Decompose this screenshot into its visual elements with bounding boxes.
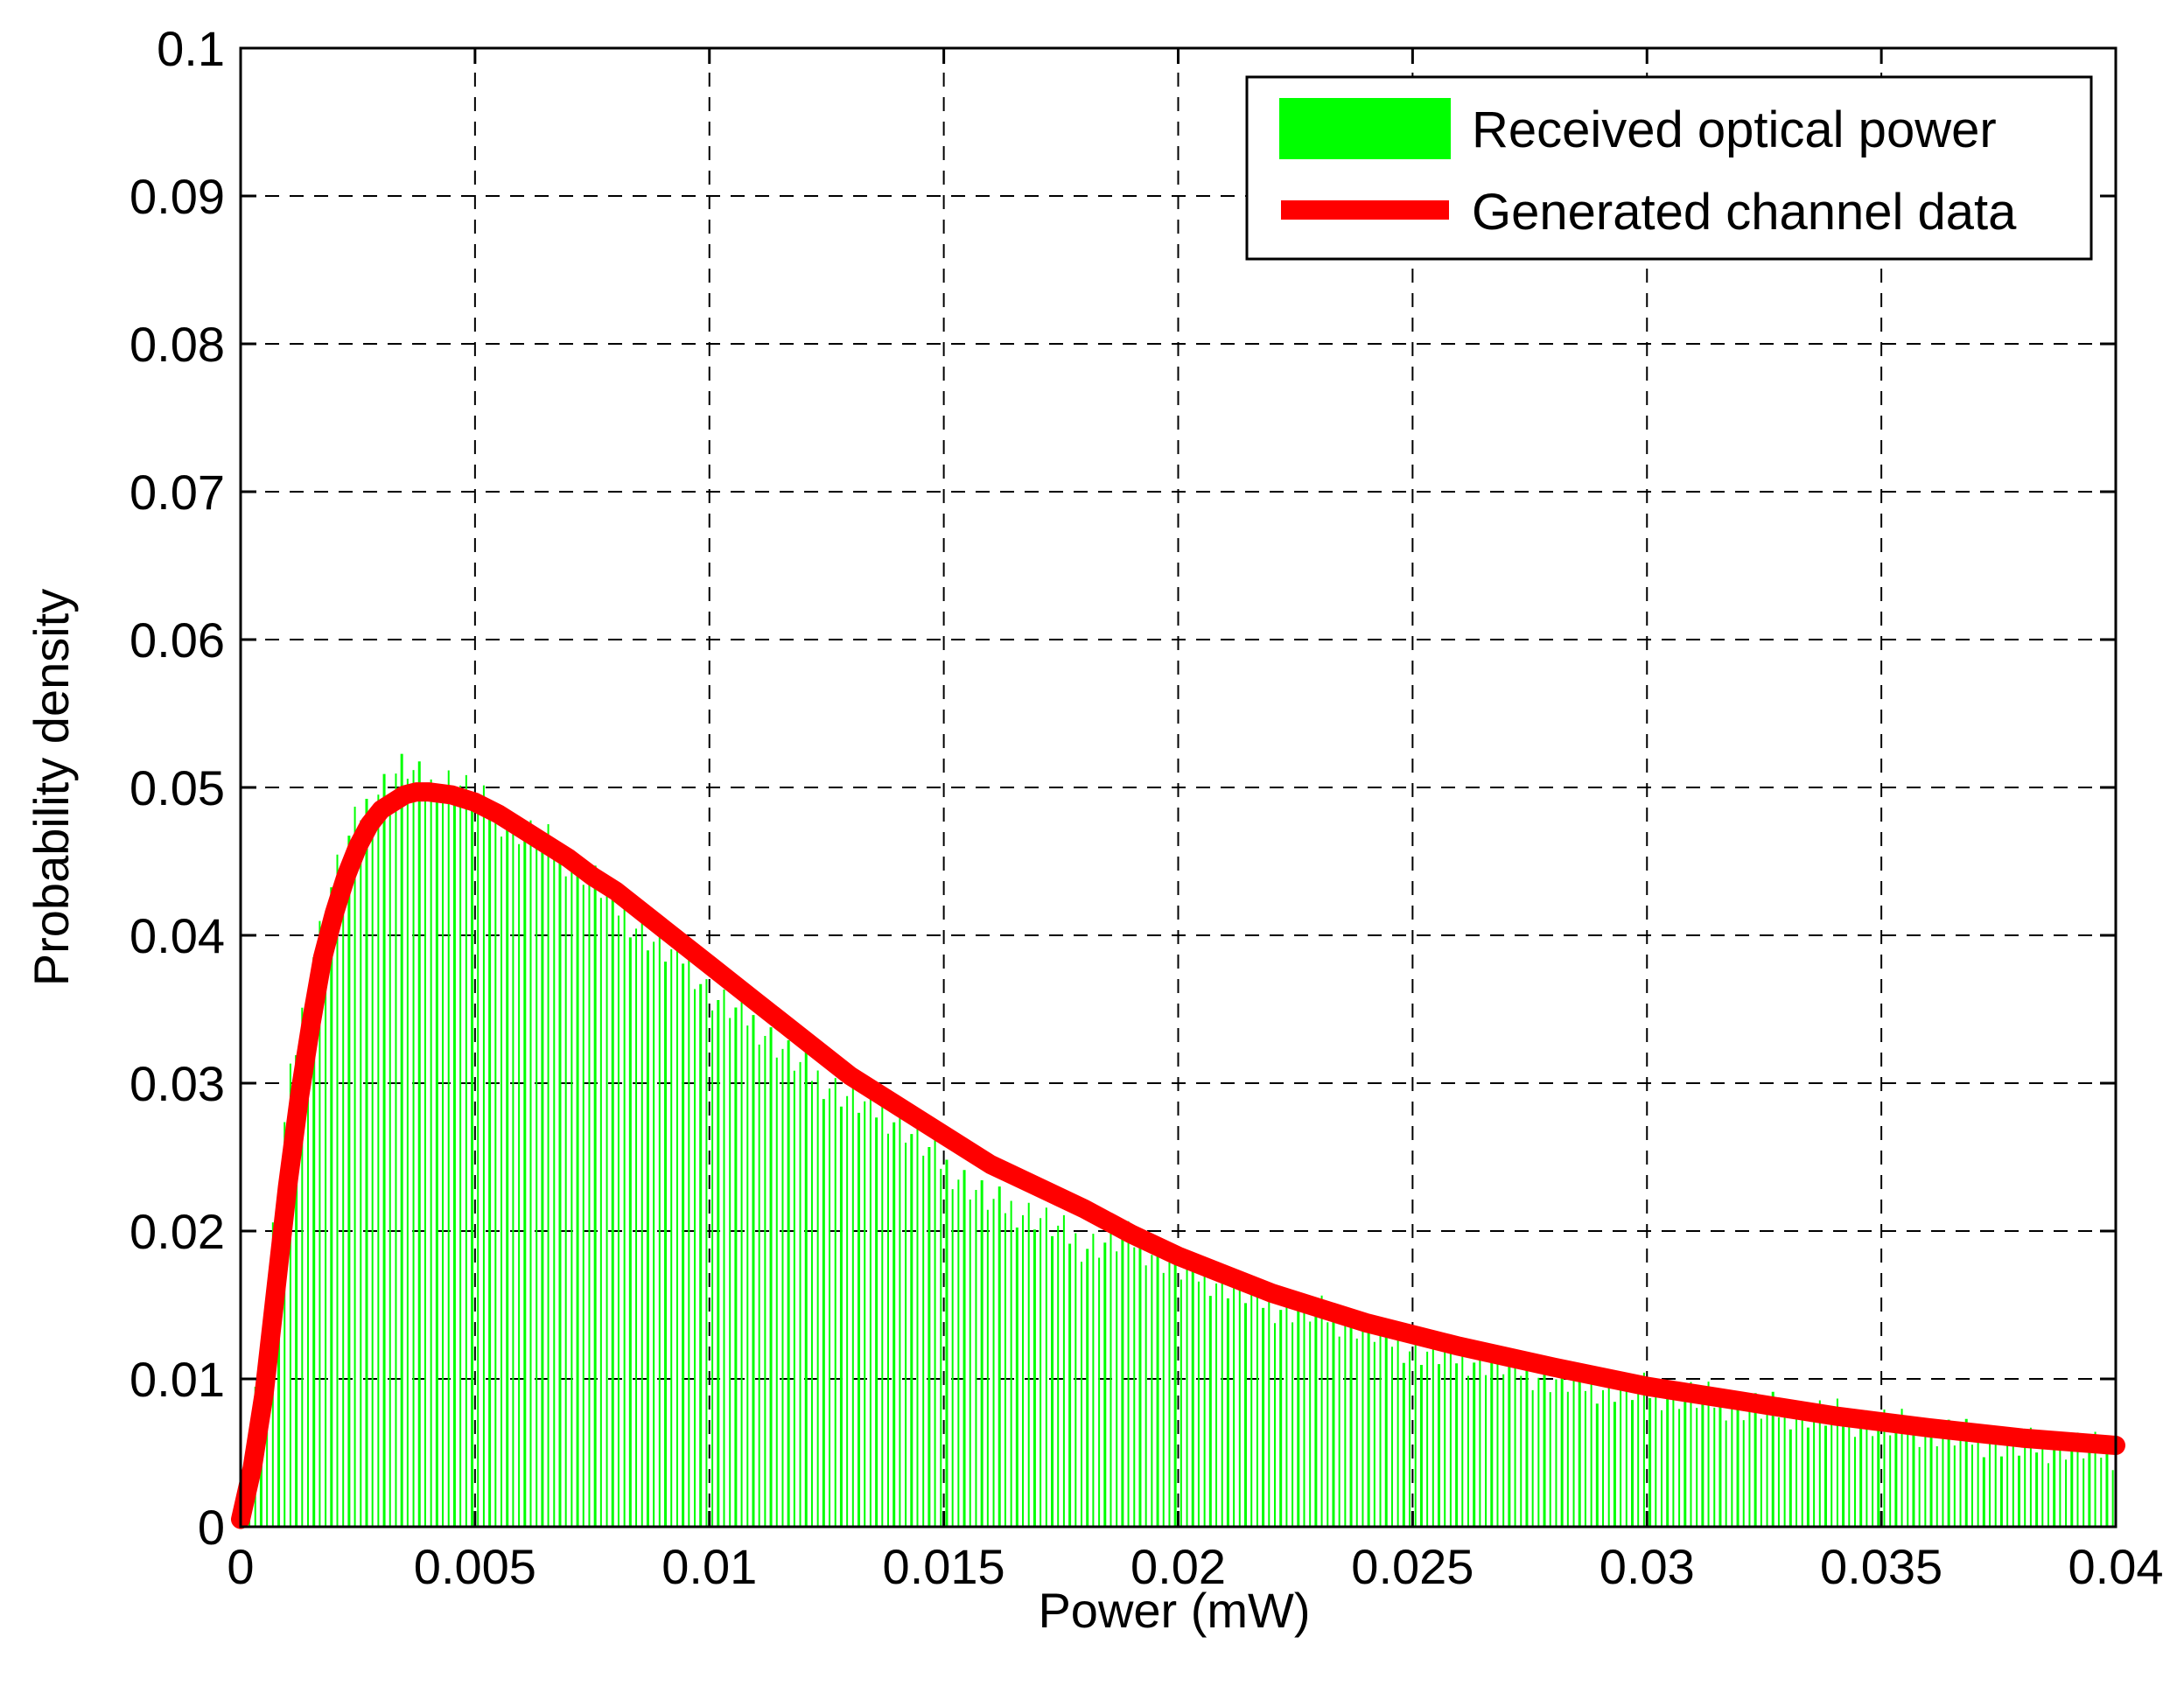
legend-swatch-received-optical-power xyxy=(1279,98,1451,159)
y-tick-label: 0 xyxy=(198,1500,225,1555)
series-line-generated-channel-data xyxy=(231,782,2125,1529)
y-axis-ticks: 0 0.01 0.02 0.03 0.04 0.05 0.06 0.07 0.08 0.09 0.1 xyxy=(130,21,2116,1555)
y-tick-label: 0.02 xyxy=(130,1204,225,1259)
y-tick-label: 0.01 xyxy=(130,1352,225,1407)
legend-label-generated-channel-data: Generated channel data xyxy=(1472,184,2017,241)
y-tick-label: 0.08 xyxy=(130,317,225,372)
x-tick-label: 0.01 xyxy=(662,1539,757,1594)
y-tick-label: 0.05 xyxy=(130,760,225,815)
x-tick-label: 0.035 xyxy=(1820,1539,1942,1594)
y-tick-label: 0.06 xyxy=(130,612,225,668)
x-tick-label: 0.025 xyxy=(1351,1539,1474,1594)
x-tick-label: 0.015 xyxy=(883,1539,1005,1594)
y-tick-label: 0.04 xyxy=(130,908,225,963)
legend-label-received-optical-power: Received optical power xyxy=(1472,101,1997,158)
legend: Received optical power Generated channel… xyxy=(1245,75,2093,261)
y-axis-title: Probability density xyxy=(24,589,79,986)
y-tick-label: 0.03 xyxy=(130,1056,225,1111)
grid xyxy=(241,48,2116,1527)
x-tick-label: 0.04 xyxy=(2068,1539,2164,1594)
x-tick-label: 0.02 xyxy=(1130,1539,1226,1594)
x-tick-label: 0.005 xyxy=(414,1539,536,1594)
x-axis-title: Power (mW) xyxy=(1038,1583,1310,1638)
x-tick-label: 0.03 xyxy=(1600,1539,1695,1594)
x-tick-label: 0 xyxy=(227,1539,254,1594)
y-tick-label: 0.1 xyxy=(157,21,225,76)
x-axis-ticks: 0 0.005 0.01 0.015 0.02 0.025 0.03 0.035 0.04 xyxy=(227,48,2164,1594)
y-tick-label: 0.07 xyxy=(130,465,225,520)
y-tick-label: 0.09 xyxy=(130,169,225,224)
